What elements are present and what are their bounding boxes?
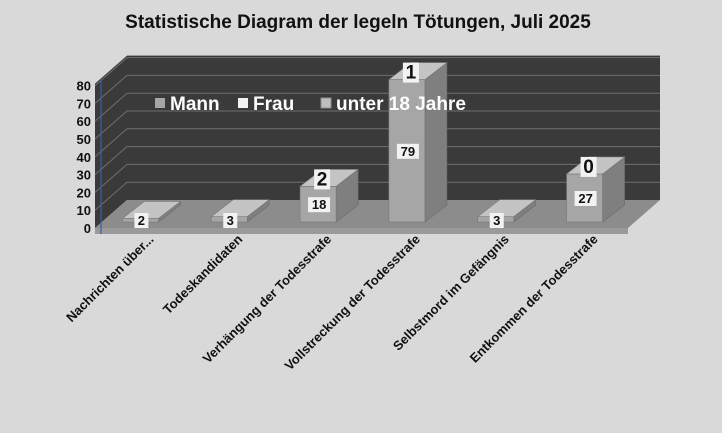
legend-entry: Frau: [253, 94, 294, 115]
gridline: [94, 181, 660, 211]
gridline: [94, 110, 660, 140]
legend-entry: Mann: [170, 94, 220, 115]
y-tick-label: 40: [77, 150, 91, 165]
data-label-mann: 3: [227, 213, 234, 228]
gridline: [94, 57, 660, 86]
y-tick-label: 80: [77, 79, 91, 94]
y-tick-label: 70: [77, 96, 91, 111]
y-tick-label: 10: [77, 203, 91, 218]
data-label-frau: 1: [406, 63, 417, 84]
data-label-box: [580, 156, 597, 177]
gridline: [94, 163, 660, 193]
data-label-box: [134, 213, 149, 228]
y-tick-label: 60: [77, 114, 91, 129]
gridline: [94, 74, 660, 104]
gridline: [94, 92, 660, 122]
chart-floor-edge: [95, 228, 628, 234]
data-label-frau: 2: [317, 169, 328, 190]
data-label-box: [574, 190, 597, 206]
data-label-box: [489, 213, 504, 228]
data-label-mann: 2: [138, 213, 145, 228]
data-label-mann: 3: [493, 213, 500, 228]
y-tick-label: 20: [77, 185, 91, 200]
y-tick-label: 50: [77, 132, 91, 147]
data-label-mann: 79: [401, 144, 415, 159]
data-label-box: [314, 169, 331, 190]
data-label-frau: 0: [583, 157, 594, 178]
chart-title: Statistische Diagram der legeln Tötungen…: [125, 12, 591, 33]
x-category-label: Todeskandidaten: [160, 231, 246, 317]
gridline: [94, 128, 660, 158]
gridline: [94, 146, 660, 175]
legend-swatch: [320, 97, 332, 109]
bar-group: 3: [476, 199, 537, 228]
data-label-mann: 27: [578, 191, 592, 206]
data-label-mann: 18: [312, 197, 326, 212]
bar-side: [424, 61, 448, 223]
data-label-box: [402, 62, 419, 83]
y-tick-label: 30: [77, 168, 91, 183]
legend-swatch: [155, 98, 165, 108]
bar-group: 182: [299, 168, 359, 223]
bar-group: 27 0: [565, 156, 626, 223]
data-label-box: [396, 143, 419, 159]
y-tick-label: 0: [84, 221, 91, 236]
data-label-box: [223, 213, 238, 228]
bar-group: 79 1: [388, 61, 448, 223]
bar-group: 3: [210, 199, 271, 228]
bar-group: 2: [121, 200, 182, 228]
data-label-box: [308, 197, 331, 213]
legend-swatch: [238, 98, 248, 108]
legend-entry: unter 18 Jahre: [336, 94, 466, 115]
x-category-label: Nachrichten über...: [63, 232, 156, 325]
